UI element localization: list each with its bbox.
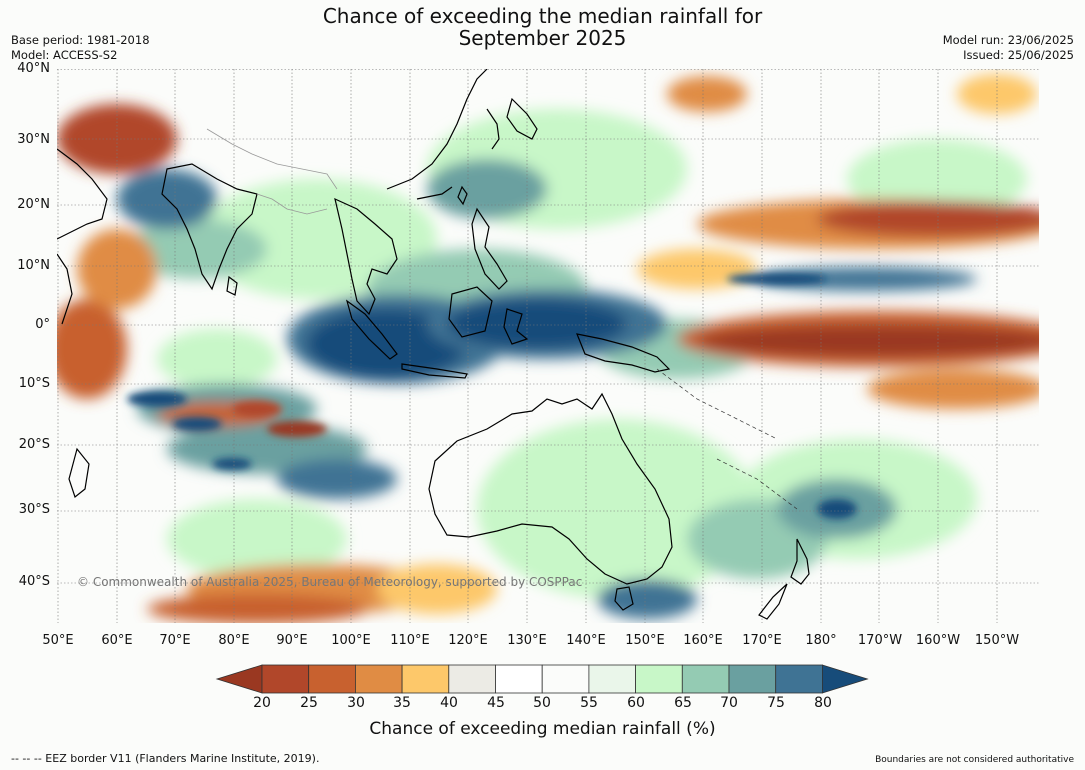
colorbar-arrow-high xyxy=(822,664,869,694)
colorbar-tick-60: 60 xyxy=(627,695,645,711)
country-borders xyxy=(206,128,338,215)
colorbar-tick-65: 65 xyxy=(674,695,692,711)
eez-legend-note: -- -- -- EEZ border V11 (Flanders Marine… xyxy=(11,752,320,765)
colorbar-cell xyxy=(541,664,590,694)
lon-label-150w: 150°W xyxy=(974,633,1020,648)
boundaries-disclaimer: Boundaries are not considered authoritat… xyxy=(875,755,1074,765)
lon-label-80e: 80°E xyxy=(218,633,250,648)
lon-label-160w: 160°W xyxy=(915,633,961,648)
meta-left: Base period: 1981-2018 Model: ACCESS-S2 xyxy=(11,33,150,63)
colorbar-tick-20: 20 xyxy=(253,695,271,711)
lat-label-40n: 40°N xyxy=(17,61,50,76)
colorbar-cell xyxy=(401,664,450,694)
lat-label-30n: 30°N xyxy=(17,132,50,147)
lon-label-90e: 90°E xyxy=(276,633,308,648)
lat-label-20s: 20°S xyxy=(18,437,50,452)
rainfall-map xyxy=(57,69,1039,623)
lon-label-60e: 60°E xyxy=(101,633,133,648)
lon-label-50e: 50°E xyxy=(42,633,74,648)
lat-label-0: 0° xyxy=(35,317,50,332)
lon-label-150e: 150°E xyxy=(625,633,665,648)
probability-field xyxy=(57,74,1039,623)
lon-label-180: 180° xyxy=(805,633,837,648)
coastlines xyxy=(57,69,810,620)
graticule xyxy=(57,69,1039,623)
colorbar-tick-50: 50 xyxy=(533,695,551,711)
base-period: Base period: 1981-2018 xyxy=(11,33,150,47)
colorbar-tick-35: 35 xyxy=(393,695,411,711)
lat-label-10s: 10°S xyxy=(18,376,50,391)
colorbar-cell xyxy=(588,664,636,694)
copyright-notice: © Commonwealth of Australia 2025, Bureau… xyxy=(77,575,583,589)
lon-label-170w: 170°W xyxy=(857,633,903,648)
colorbar-tick-75: 75 xyxy=(767,695,785,711)
lon-label-140e: 140°E xyxy=(566,633,606,648)
colorbar-cell xyxy=(681,664,730,694)
colorbar xyxy=(215,664,869,694)
colorbar-cell xyxy=(728,664,777,694)
colorbar-tick-45: 45 xyxy=(487,695,505,711)
lat-label-30s: 30°S xyxy=(18,502,50,517)
colorbar-label: Chance of exceeding median rainfall (%) xyxy=(369,719,716,739)
colorbar-tick-80: 80 xyxy=(814,695,832,711)
lon-label-170e: 170°E xyxy=(742,633,782,648)
title-line-1: Chance of exceeding the median rainfall … xyxy=(322,4,763,28)
colorbar-cell xyxy=(261,664,310,694)
colorbar-tick-55: 55 xyxy=(580,695,598,711)
meta-right: Model run: 23/06/2025 Issued: 25/06/2025 xyxy=(943,33,1074,63)
lat-label-40s: 40°S xyxy=(18,574,50,589)
colorbar-cell xyxy=(448,664,496,694)
probability-detail xyxy=(127,273,857,519)
lon-label-120e: 120°E xyxy=(448,633,488,648)
colorbar-cell xyxy=(308,664,356,694)
title-line-2: September 2025 xyxy=(458,26,627,50)
colorbar-tick-25: 25 xyxy=(300,695,318,711)
lon-label-70e: 70°E xyxy=(159,633,191,648)
model-name: Model: ACCESS-S2 xyxy=(11,48,118,62)
colorbar-cell xyxy=(635,664,683,694)
colorbar-tick-30: 30 xyxy=(347,695,365,711)
lon-label-110e: 110°E xyxy=(390,633,430,648)
colorbar-cells xyxy=(215,664,869,694)
colorbar-tick-40: 40 xyxy=(440,695,458,711)
issued-date: Issued: 25/06/2025 xyxy=(963,48,1074,62)
eez-borders xyxy=(656,368,798,510)
lon-label-130e: 130°E xyxy=(507,633,547,648)
colorbar-arrow-low xyxy=(215,664,263,694)
lat-label-20n: 20°N xyxy=(17,197,50,212)
lon-label-160e: 160°E xyxy=(683,633,723,648)
colorbar-tick-70: 70 xyxy=(720,695,738,711)
model-run: Model run: 23/06/2025 xyxy=(942,33,1074,47)
lat-label-10n: 10°N xyxy=(17,258,50,273)
colorbar-cell xyxy=(775,664,823,694)
map-title: Chance of exceeding the median rainfall … xyxy=(0,5,1085,49)
colorbar-cell xyxy=(354,664,403,694)
lon-label-100e: 100°E xyxy=(331,633,371,648)
colorbar-cell xyxy=(495,664,543,694)
